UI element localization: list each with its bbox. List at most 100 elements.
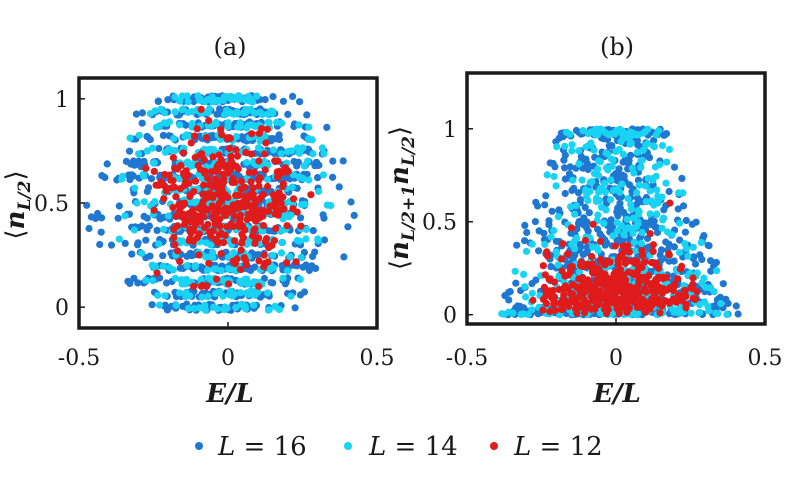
scatter-point xyxy=(557,255,566,263)
scatter-point xyxy=(682,244,691,253)
scatter-point xyxy=(625,282,633,291)
scatter-point xyxy=(249,207,257,216)
scatter-point xyxy=(260,251,268,259)
scatter-point xyxy=(277,150,285,158)
panel-a-ytick-label: 0.5 xyxy=(34,192,69,217)
scatter-point xyxy=(297,222,305,230)
scatter-point xyxy=(244,121,252,129)
scatter-point xyxy=(201,167,209,175)
scatter-point xyxy=(258,110,266,118)
scatter-point xyxy=(652,261,660,269)
scatter-point xyxy=(150,206,158,214)
scatter-point xyxy=(210,265,218,273)
scatter-point xyxy=(188,119,196,128)
scatter-point xyxy=(215,179,223,187)
scatter-point xyxy=(675,219,684,227)
scatter-point xyxy=(107,241,116,249)
scatter-point xyxy=(678,262,686,270)
scatter-point xyxy=(279,97,287,105)
scatter-point xyxy=(227,152,235,160)
scatter-point xyxy=(159,262,167,270)
scatter-point xyxy=(169,203,177,212)
scatter-point xyxy=(723,310,731,319)
scatter-point xyxy=(665,145,674,153)
panel-a-xlabel: E/L xyxy=(205,379,254,409)
scatter-point xyxy=(688,284,696,293)
legend-item-l12: L = 12 xyxy=(490,432,603,462)
scatter-point xyxy=(255,282,263,290)
scatter-point xyxy=(185,179,193,187)
scatter-point xyxy=(594,211,602,219)
scatter-point xyxy=(501,292,509,300)
scatter-point xyxy=(223,106,231,114)
scatter-point xyxy=(209,248,217,256)
scatter-point xyxy=(275,135,283,144)
scatter-point xyxy=(159,131,167,139)
scatter-point xyxy=(250,301,258,309)
scatter-point xyxy=(692,218,700,226)
panel-a-series-l12 xyxy=(142,105,315,290)
scatter-point xyxy=(578,274,587,282)
scatter-point xyxy=(653,186,661,194)
scatter-point xyxy=(568,290,577,298)
scatter-point xyxy=(670,163,679,171)
scatter-point xyxy=(253,234,262,242)
scatter-point xyxy=(231,178,239,186)
scatter-point xyxy=(658,142,667,150)
scatter-point xyxy=(710,288,718,296)
scatter-point xyxy=(559,295,567,303)
scatter-point xyxy=(566,130,574,138)
scatter-point xyxy=(554,261,562,269)
scatter-point xyxy=(198,293,206,301)
scatter-point xyxy=(232,191,240,199)
scatter-point xyxy=(647,216,655,225)
scatter-point xyxy=(350,211,358,219)
panel-a-xtick-label: 0 xyxy=(221,346,235,371)
scatter-point xyxy=(509,309,517,317)
scatter-point xyxy=(255,257,263,265)
scatter-point xyxy=(203,253,211,261)
scatter-point xyxy=(183,262,191,270)
scatter-point xyxy=(283,222,291,230)
scatter-point xyxy=(577,258,585,266)
scatter-point xyxy=(649,247,657,255)
scatter-point xyxy=(283,148,292,156)
legend-marker-l14 xyxy=(344,442,352,450)
scatter-point xyxy=(205,259,213,267)
panel-b-xtick-label: -0.5 xyxy=(446,346,488,371)
panel-b-xtick-label: 0.5 xyxy=(748,346,783,371)
scatter-point xyxy=(238,279,246,288)
scatter-point xyxy=(194,92,202,100)
scatter-point xyxy=(126,134,134,142)
scatter-point xyxy=(205,117,213,125)
scatter-point xyxy=(539,306,547,314)
scatter-point xyxy=(264,289,272,297)
scatter-point xyxy=(550,293,559,301)
scatter-point xyxy=(214,238,222,246)
scatter-point xyxy=(717,300,725,308)
scatter-point xyxy=(225,144,233,153)
scatter-point xyxy=(601,305,609,313)
scatter-point xyxy=(233,152,241,160)
scatter-point xyxy=(236,218,244,226)
scatter-point xyxy=(697,238,705,247)
scatter-point xyxy=(242,148,250,156)
scatter-point xyxy=(292,258,300,266)
scatter-point xyxy=(596,276,605,284)
scatter-point xyxy=(582,187,590,196)
scatter-point xyxy=(154,291,162,299)
scatter-point xyxy=(624,195,632,203)
scatter-point xyxy=(627,200,635,209)
scatter-point xyxy=(284,110,292,118)
scatter-point xyxy=(232,93,240,101)
scatter-point xyxy=(286,253,294,261)
scatter-point xyxy=(119,172,127,180)
scatter-point xyxy=(594,165,602,173)
scatter-point xyxy=(616,199,624,207)
scatter-point xyxy=(147,175,156,183)
scatter-point xyxy=(171,164,179,172)
scatter-point xyxy=(639,146,647,154)
scatter-point xyxy=(309,150,317,158)
scatter-point xyxy=(535,227,543,235)
scatter-point xyxy=(138,249,146,257)
